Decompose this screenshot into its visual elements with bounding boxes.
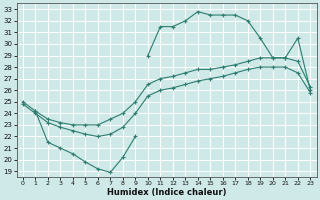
X-axis label: Humidex (Indice chaleur): Humidex (Indice chaleur) <box>107 188 226 197</box>
